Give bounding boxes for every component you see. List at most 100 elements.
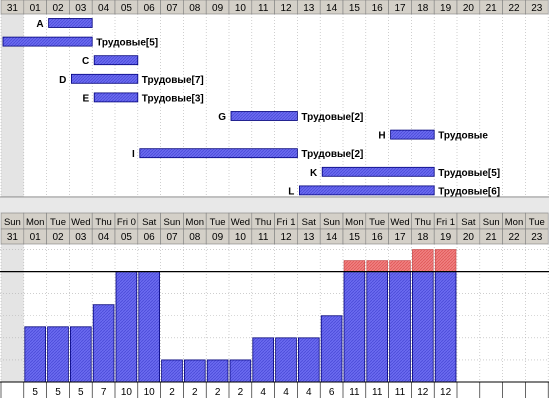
load-bar[interactable] bbox=[70, 327, 91, 382]
gantt-chart: 31 01 02 03 04 05 06 07 08 09 10 11 12 13 14 15 16 17 18 19… bbox=[0, 0, 549, 197]
gantt-day-label: 05 bbox=[121, 3, 133, 14]
task-bar[interactable] bbox=[3, 37, 92, 46]
load-bar[interactable] bbox=[435, 272, 456, 382]
load-bar[interactable] bbox=[321, 316, 342, 382]
load-bar[interactable] bbox=[93, 305, 114, 382]
load-value-label: 11 bbox=[349, 387, 360, 398]
load-bar[interactable] bbox=[184, 360, 205, 382]
task-resource-label: Трудовые[2] bbox=[301, 149, 363, 160]
hist-day-label: 15 bbox=[349, 232, 361, 243]
weekday-label: Sun bbox=[164, 217, 181, 228]
task-label: C bbox=[82, 56, 89, 67]
gantt-day-label: 11 bbox=[258, 3, 269, 14]
task-resource-label: Трудовые[7] bbox=[142, 75, 204, 86]
task-resource-label: Трудовые[5] bbox=[438, 168, 500, 179]
hist-day-label: 09 bbox=[212, 232, 224, 243]
task-bar[interactable] bbox=[140, 149, 298, 158]
overload-bar[interactable] bbox=[344, 261, 365, 272]
load-bar[interactable] bbox=[139, 272, 160, 382]
gantt-day-label: 14 bbox=[326, 3, 338, 14]
weekday-label: Mon bbox=[26, 217, 44, 228]
weekday-label: Sat bbox=[461, 217, 476, 228]
weekend-column bbox=[1, 244, 24, 382]
gantt-day-label: 15 bbox=[349, 3, 361, 14]
weekday-label: Tue bbox=[529, 217, 545, 228]
gantt-day-label: 06 bbox=[144, 3, 156, 14]
load-value-label: 2 bbox=[192, 387, 198, 398]
hist-day-label: 17 bbox=[394, 232, 406, 243]
task-bar[interactable] bbox=[71, 74, 137, 83]
task-resource-label: Трудовые[2] bbox=[301, 112, 363, 123]
task-label: L bbox=[288, 186, 294, 197]
load-value-label: 5 bbox=[55, 387, 61, 398]
weekday-label: Sun bbox=[323, 217, 340, 228]
task-bar[interactable] bbox=[49, 19, 93, 28]
load-value-label: 5 bbox=[32, 387, 38, 398]
load-value-label: 12 bbox=[417, 387, 429, 398]
hist-day-label: 11 bbox=[258, 232, 269, 243]
weekday-label: Wed bbox=[71, 217, 90, 228]
load-bar[interactable] bbox=[276, 338, 297, 382]
task-bar[interactable] bbox=[94, 93, 138, 102]
weekday-label: Thu bbox=[415, 217, 431, 228]
hist-day-label: 05 bbox=[121, 232, 133, 243]
weekday-label: Sun bbox=[4, 217, 21, 228]
load-bar[interactable] bbox=[25, 327, 46, 382]
load-value-label: 11 bbox=[395, 387, 406, 398]
gantt-day-label: 21 bbox=[486, 3, 498, 14]
load-bar[interactable] bbox=[367, 272, 388, 382]
task-resource-label: Трудовые[5] bbox=[96, 38, 158, 49]
task-label: D bbox=[59, 75, 66, 86]
task-bar[interactable] bbox=[391, 130, 435, 139]
task-bar[interactable] bbox=[231, 112, 297, 121]
load-bar[interactable] bbox=[390, 272, 411, 382]
load-bar[interactable] bbox=[162, 360, 183, 382]
weekday-label: Tue bbox=[210, 217, 226, 228]
load-value-label: 2 bbox=[169, 387, 175, 398]
overload-bar[interactable] bbox=[412, 250, 433, 272]
panel-separator bbox=[0, 198, 549, 213]
task-bar[interactable] bbox=[94, 56, 138, 65]
gantt-day-label: 07 bbox=[166, 3, 178, 14]
task-label: E bbox=[83, 93, 90, 104]
overload-bar[interactable] bbox=[367, 261, 388, 272]
hist-day-label: 03 bbox=[75, 232, 87, 243]
load-value-label: 4 bbox=[260, 387, 266, 398]
weekday-label: Sun bbox=[483, 217, 500, 228]
weekday-label: Fri 0 bbox=[117, 217, 136, 228]
overload-bar[interactable] bbox=[435, 250, 456, 272]
load-bar[interactable] bbox=[230, 360, 251, 382]
load-value-label: 5 bbox=[78, 387, 84, 398]
hist-day-label: 04 bbox=[98, 232, 110, 243]
weekday-label: Sat bbox=[142, 217, 157, 228]
load-bar[interactable] bbox=[116, 272, 137, 382]
task-bar[interactable] bbox=[299, 186, 434, 195]
task-bar[interactable] bbox=[322, 167, 434, 176]
gantt-day-label: 04 bbox=[98, 3, 110, 14]
weekday-label: Tue bbox=[50, 217, 66, 228]
gantt-day-label: 31 bbox=[7, 3, 19, 14]
load-bar[interactable] bbox=[207, 360, 228, 382]
hist-day-label: 02 bbox=[52, 232, 64, 243]
load-bar[interactable] bbox=[48, 327, 69, 382]
task-label: I bbox=[132, 149, 135, 160]
load-bar[interactable] bbox=[412, 272, 433, 382]
weekday-label: Wed bbox=[231, 217, 250, 228]
gantt-day-label: 01 bbox=[30, 3, 42, 14]
weekday-label: Wed bbox=[390, 217, 409, 228]
gantt-day-label: 18 bbox=[417, 3, 429, 14]
hist-day-label: 10 bbox=[235, 232, 247, 243]
gantt-day-label: 20 bbox=[463, 3, 475, 14]
load-bar[interactable] bbox=[344, 272, 365, 382]
load-bar[interactable] bbox=[253, 338, 274, 382]
gantt-day-label: 03 bbox=[75, 3, 87, 14]
hist-day-label: 19 bbox=[440, 232, 452, 243]
hist-day-label: 22 bbox=[508, 232, 520, 243]
load-value-label: 2 bbox=[215, 387, 221, 398]
gantt-day-label: 08 bbox=[189, 3, 201, 14]
overload-bar[interactable] bbox=[390, 261, 411, 272]
gantt-day-label: 16 bbox=[372, 3, 384, 14]
load-bar[interactable] bbox=[298, 338, 319, 382]
